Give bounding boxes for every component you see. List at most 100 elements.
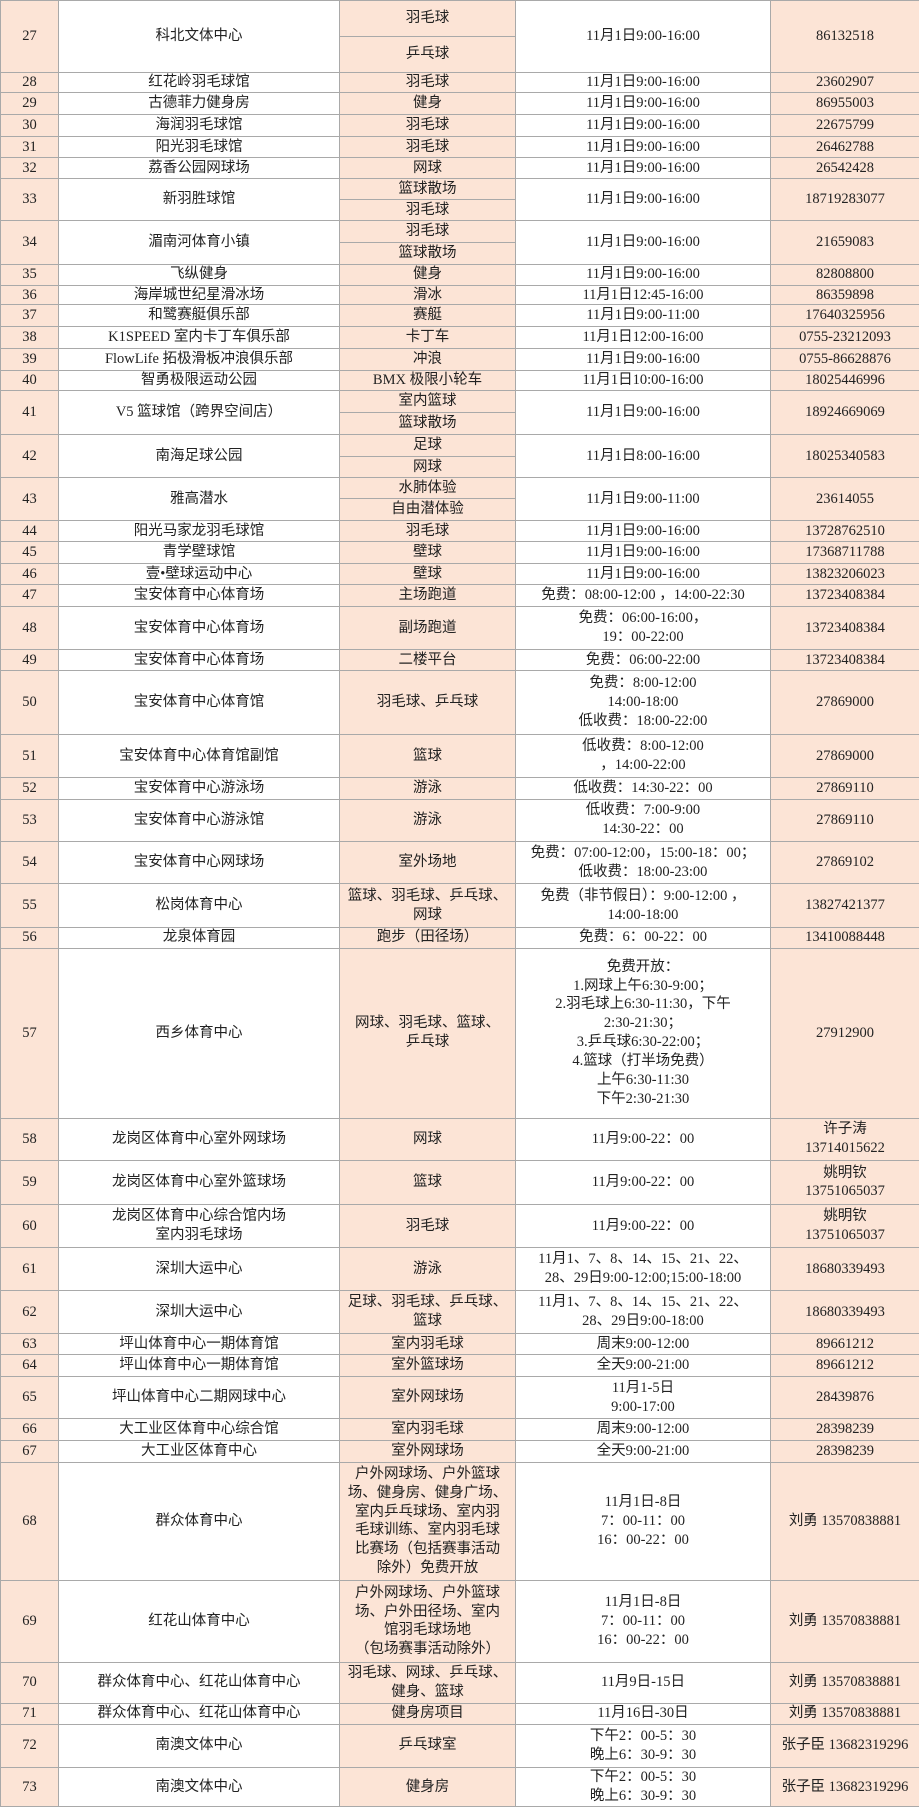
sport-item: 网球 [340, 456, 515, 478]
row-number-cell: 59 [1, 1161, 59, 1205]
sports-cell: 赛艇 [340, 305, 516, 327]
contact-cell: 28398239 [771, 1419, 919, 1441]
sports-cell: 羽毛球乒乓球 [340, 1, 516, 73]
venue-name-cell: 飞纵健身 [59, 264, 340, 285]
open-time-cell: 11月1日9:00-16:00 [516, 93, 771, 115]
row-number-cell: 29 [1, 93, 59, 115]
contact-cell: 18719283077 [771, 179, 919, 221]
sports-cell: 室内羽毛球 [340, 1419, 516, 1441]
row-number-cell: 49 [1, 650, 59, 671]
open-time-cell: 11月1日9:00-16:00 [516, 542, 771, 564]
sports-cell: 游泳 [340, 777, 516, 799]
venue-name-cell: V5 篮球馆（跨界空间店） [59, 391, 340, 434]
contact-cell: 23614055 [771, 478, 919, 520]
contact-cell: 22675799 [771, 114, 919, 136]
row-number-cell: 55 [1, 884, 59, 928]
sport-item: 羽毛球 [340, 221, 515, 242]
sports-cell: 篮球、羽毛球、乒乓球、 网球 [340, 884, 516, 928]
row-number-cell: 37 [1, 305, 59, 327]
sports-cell: 健身 [340, 93, 516, 115]
sports-cell: 羽毛球、乒乓球 [340, 670, 516, 734]
venue-name-cell: 松岗体育中心 [59, 884, 340, 928]
open-time-cell: 11月9:00-22：00 [516, 1204, 771, 1248]
contact-cell: 86955003 [771, 93, 919, 115]
row-number-cell: 48 [1, 606, 59, 650]
row-number-cell: 36 [1, 285, 59, 305]
sports-cell: 羽毛球、网球、乒乓球、 健身、篮球 [340, 1662, 516, 1703]
sport-item: 篮球散场 [340, 412, 515, 434]
sports-cell: 壁球 [340, 564, 516, 585]
row-number-cell: 40 [1, 370, 59, 391]
open-time-cell: 低收费：7:00-9:00 14:30-22：00 [516, 799, 771, 841]
open-time-cell: 11月1日-8日 7：00-11：00 16：00-22：00 [516, 1581, 771, 1663]
row-number-cell: 27 [1, 1, 59, 73]
venue-name-cell: 宝安体育中心游泳场 [59, 777, 340, 799]
sports-cell: 羽毛球 [340, 114, 516, 136]
sports-cell: 篮球 [340, 1161, 516, 1205]
contact-cell: 13410088448 [771, 928, 919, 949]
row-number-cell: 51 [1, 735, 59, 777]
contact-cell: 26462788 [771, 136, 919, 158]
open-time-cell: 免费：06:00-16:00， 19：00-22:00 [516, 606, 771, 650]
contact-cell: 21659083 [771, 221, 919, 264]
open-time-cell: 免费：08:00-12:00 ，14:00-22:30 [516, 584, 771, 606]
contact-cell: 27869102 [771, 841, 919, 883]
row-number-cell: 61 [1, 1248, 59, 1290]
contact-cell: 18025340583 [771, 434, 919, 477]
venue-name-cell: 古德菲力健身房 [59, 93, 340, 115]
sports-cell: 主场跑道 [340, 584, 516, 606]
contact-cell: 刘勇 13570838881 [771, 1462, 919, 1580]
sport-item: 篮球散场 [340, 242, 515, 264]
sports-cell: 室内羽毛球 [340, 1334, 516, 1355]
sports-cell: 羽毛球 [340, 136, 516, 158]
open-time-cell: 11月1日9:00-11:00 [516, 305, 771, 327]
sports-cell: 羽毛球 [340, 520, 516, 542]
venue-name-cell: 群众体育中心、红花山体育中心 [59, 1703, 340, 1724]
venue-name-cell: K1SPEED 室内卡丁车俱乐部 [59, 327, 340, 349]
sports-cell: 足球、羽毛球、乒乓球、 篮球 [340, 1290, 516, 1334]
sports-cell: 副场跑道 [340, 606, 516, 650]
sports-cell: 网球 [340, 1118, 516, 1160]
row-number-cell: 68 [1, 1462, 59, 1580]
open-time-cell: 免费：8:00-12:00 14:00-18:00 低收费：18:00-22:0… [516, 670, 771, 734]
row-number-cell: 30 [1, 114, 59, 136]
venue-name-cell: 红花岭羽毛球馆 [59, 73, 340, 93]
venue-name-cell: 南澳文体中心 [59, 1768, 340, 1807]
venue-name-cell: 智勇极限运动公园 [59, 370, 340, 391]
row-number-cell: 31 [1, 136, 59, 158]
venue-name-cell: 雅高潜水 [59, 478, 340, 520]
row-number-cell: 67 [1, 1441, 59, 1463]
venue-name-cell: 坪山体育中心一期体育馆 [59, 1355, 340, 1377]
row-number-cell: 34 [1, 221, 59, 264]
open-time-cell: 11月9:00-22：00 [516, 1118, 771, 1160]
open-time-cell: 11月1-5日 9:00-17:00 [516, 1376, 771, 1418]
open-time-cell: 下午2：00-5：30 晚上6：30-9：30 [516, 1768, 771, 1807]
contact-cell: 18680339493 [771, 1248, 919, 1290]
contact-cell: 23602907 [771, 73, 919, 93]
row-number-cell: 43 [1, 478, 59, 520]
venue-name-cell: 海润羽毛球馆 [59, 114, 340, 136]
open-time-cell: 11月1日9:00-16:00 [516, 136, 771, 158]
sport-item: 篮球散场 [340, 179, 515, 199]
venue-name-cell: 科北文体中心 [59, 1, 340, 73]
venue-name-cell: 群众体育中心、红花山体育中心 [59, 1662, 340, 1703]
venue-name-cell: 深圳大运中心 [59, 1290, 340, 1334]
open-time-cell: 11月9日-15日 [516, 1662, 771, 1703]
row-number-cell: 38 [1, 327, 59, 349]
